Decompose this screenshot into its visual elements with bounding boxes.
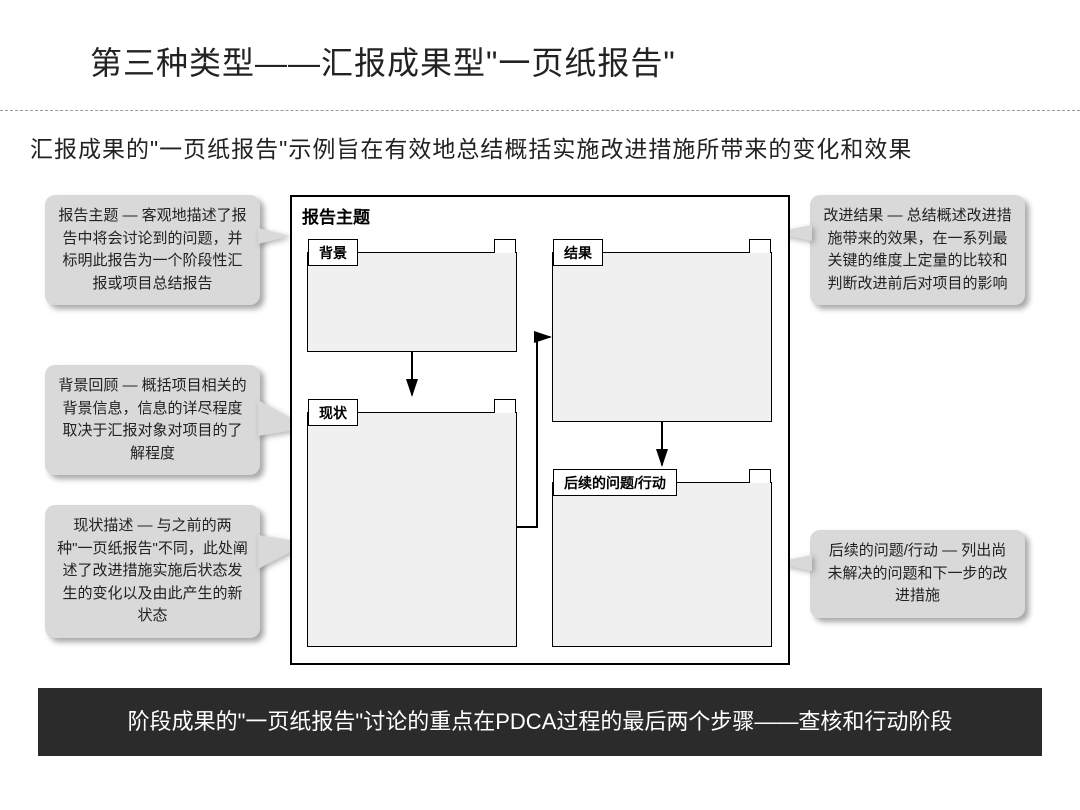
divider-line <box>0 110 1080 111</box>
box-tab-icon <box>749 469 771 483</box>
box-result: 结果 <box>552 252 772 422</box>
box-tab-icon <box>494 239 516 253</box>
box-background-label: 背景 <box>308 239 358 266</box>
template-frame: 报告主题 背景 结果 现状 后续的问题/行动 <box>290 195 790 665</box>
box-tab-icon <box>749 239 771 253</box>
callout-background: 背景回顾 — 概括项目相关的背景信息，信息的详尽程度取决于汇报对象对项目的了解程… <box>45 365 260 475</box>
box-current: 现状 <box>307 412 517 647</box>
frame-title: 报告主题 <box>302 203 370 228</box>
callout-followup: 后续的问题/行动 — 列出尚未解决的问题和下一步的改进措施 <box>810 530 1025 618</box>
callout-current-state: 现状描述 — 与之前的两种"一页纸报告"不同，此处阐述了改进措施实施后状态发生的… <box>45 505 260 638</box>
callout-result: 改进结果 — 总结概述改进措施带来的效果，在一系列最关键的维度上定量的比较和判断… <box>810 195 1025 305</box>
box-background: 背景 <box>307 252 517 352</box>
callout-report-topic: 报告主题 — 客观地描述了报告中将会讨论到的问题，并标明此报告为一个阶段性汇报或… <box>45 195 260 305</box>
box-followup-label: 后续的问题/行动 <box>553 469 677 496</box>
box-result-label: 结果 <box>553 239 603 266</box>
footer-bar: 阶段成果的"一页纸报告"讨论的重点在PDCA过程的最后两个步骤——查核和行动阶段 <box>38 688 1042 756</box>
page-subtitle: 汇报成果的"一页纸报告"示例旨在有效地总结概括实施改进措施所带来的变化和效果 <box>30 130 912 164</box>
box-followup: 后续的问题/行动 <box>552 482 772 647</box>
callout-pointer-icon <box>258 228 290 244</box>
page-title: 第三种类型——汇报成果型"一页纸报告" <box>90 38 676 84</box>
box-tab-icon <box>494 399 516 413</box>
box-current-label: 现状 <box>308 399 358 426</box>
